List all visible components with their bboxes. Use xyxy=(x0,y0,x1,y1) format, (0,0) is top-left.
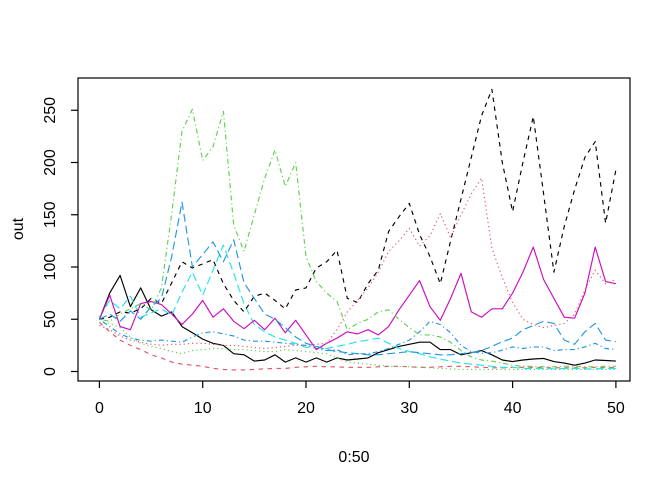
series-9-line xyxy=(99,108,616,368)
y-tick-label: 150 xyxy=(42,201,59,228)
plot-box xyxy=(77,77,631,382)
x-tick-label: 50 xyxy=(607,400,625,417)
series-7-line xyxy=(99,88,617,320)
series-2-line xyxy=(99,321,616,371)
y-tick-label: 0 xyxy=(42,367,59,376)
y-tick-label: 50 xyxy=(42,310,59,328)
series-3-line xyxy=(99,321,616,370)
x-axis-title: 0:50 xyxy=(338,449,370,466)
x-tick-label: 0 xyxy=(95,400,104,417)
y-tick-label: 250 xyxy=(42,97,59,124)
series-5-line xyxy=(98,244,616,370)
x-tick-label: 40 xyxy=(504,400,522,417)
series-4-line xyxy=(99,318,616,356)
y-tick-label: 100 xyxy=(42,254,59,281)
y-axis-title: out xyxy=(10,217,27,241)
series-1-line xyxy=(98,274,616,366)
series-10-line xyxy=(99,201,616,356)
series-6-line xyxy=(98,246,617,351)
x-tick-label: 20 xyxy=(297,400,315,417)
x-tick-label: 10 xyxy=(194,400,212,417)
y-tick-label: 200 xyxy=(42,149,59,176)
x-tick-label: 30 xyxy=(400,400,418,417)
